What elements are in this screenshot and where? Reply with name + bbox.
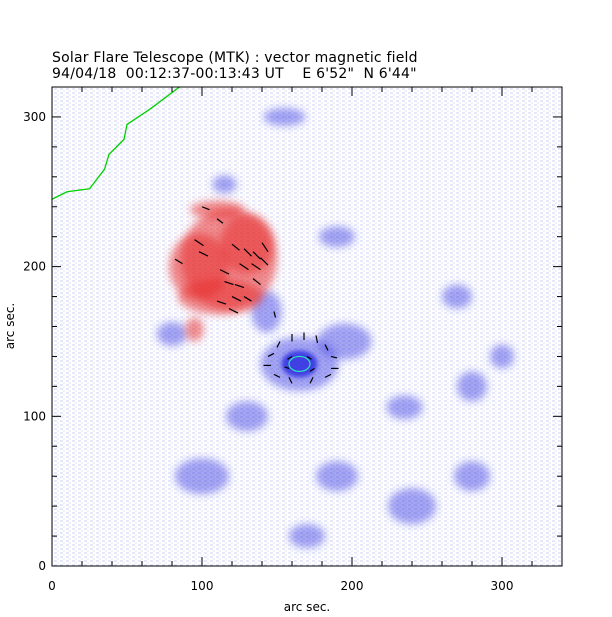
field-vector <box>243 248 252 257</box>
negative-field-region <box>457 371 487 402</box>
positive-field-region <box>220 214 274 275</box>
field-vector <box>309 367 315 372</box>
positive-field-region <box>178 278 262 315</box>
positive-field-region <box>190 200 244 219</box>
field-vector <box>251 263 261 271</box>
limb-contour <box>52 87 180 200</box>
x-axis-label: arc sec. <box>284 600 330 614</box>
field-vector <box>273 373 281 378</box>
field-vector <box>198 251 209 257</box>
field-vector <box>309 377 314 384</box>
negative-field-region <box>442 284 472 309</box>
field-vector <box>216 300 227 305</box>
y-tick-label: 100 <box>23 409 46 423</box>
field-vector <box>261 242 269 252</box>
negative-field-region <box>316 461 358 492</box>
field-vector <box>194 239 204 247</box>
observation-info: 94/04/18 00:12:37-00:13:43 UT E 6'52" N … <box>52 66 417 82</box>
x-tick-label: 300 <box>491 579 514 593</box>
field-vector <box>330 355 338 359</box>
field-vector <box>273 311 277 318</box>
field-vector <box>216 218 224 224</box>
field-vector <box>315 335 319 344</box>
y-axis-label: arc sec. <box>3 303 17 349</box>
field-vector <box>287 355 293 360</box>
negative-field-region <box>490 344 514 369</box>
negative-field-region <box>212 175 237 194</box>
y-tick-label: 0 <box>38 559 46 573</box>
negative-field-region <box>317 323 372 360</box>
field-vector <box>260 257 269 266</box>
field-vector <box>201 206 210 211</box>
field-vector <box>231 243 240 251</box>
field-vector <box>224 281 234 286</box>
y-tick-label: 300 <box>23 110 46 124</box>
field-vector <box>243 296 252 302</box>
negative-field-region <box>226 401 268 432</box>
field-vector <box>234 284 245 289</box>
negative-field-region <box>454 461 490 492</box>
field-vector <box>219 269 230 275</box>
null-contour <box>288 355 311 373</box>
plot-background <box>52 87 562 566</box>
field-vector <box>276 341 281 348</box>
field-vector <box>239 263 249 271</box>
negative-field-region <box>281 350 318 378</box>
x-tick-label: 200 <box>341 579 364 593</box>
field-vector <box>306 355 312 360</box>
negative-field-region <box>319 226 355 248</box>
positive-field-region <box>185 317 204 342</box>
field-vector <box>252 278 261 286</box>
field-vector <box>324 344 329 351</box>
negative-field-region <box>386 395 423 420</box>
y-tick-label: 200 <box>23 260 46 274</box>
negative-field-region <box>175 458 229 495</box>
negative-field-region <box>388 488 436 525</box>
field-vector <box>267 352 275 357</box>
field-vector <box>228 308 239 314</box>
x-tick-label: 100 <box>191 579 214 593</box>
field-vector <box>174 258 183 265</box>
negative-field-region <box>157 322 187 346</box>
field-vector <box>231 296 242 302</box>
x-tick-label: 0 <box>48 579 56 593</box>
chart-title: Solar Flare Telescope (MTK) : vector mag… <box>52 50 418 66</box>
field-vector <box>324 373 332 378</box>
field-vector <box>288 377 293 384</box>
negative-field-region <box>289 524 325 549</box>
negative-field-region <box>263 107 306 126</box>
field-vector <box>284 366 290 369</box>
field-vector <box>252 251 261 260</box>
